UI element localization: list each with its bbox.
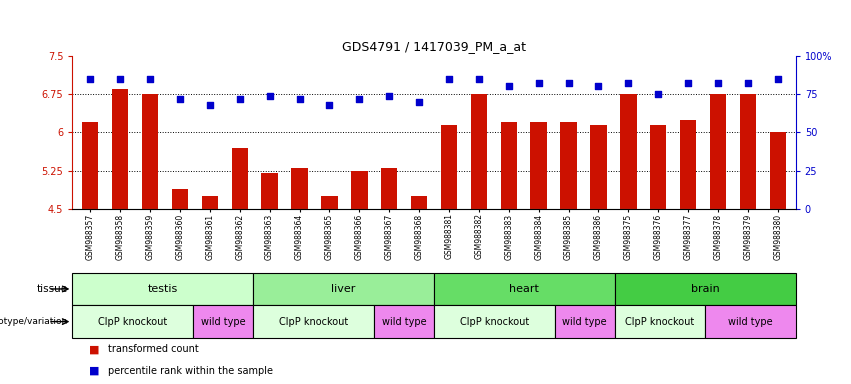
Point [472,76,486,82]
Text: wild type: wild type [201,316,245,327]
Bar [193,305,254,338]
Bar [614,273,796,305]
Bar [321,197,338,209]
Bar [705,305,796,338]
Text: heart: heart [510,284,540,294]
Bar [740,94,756,209]
Text: ClpP knockout: ClpP knockout [279,316,348,327]
Bar [261,174,277,209]
Bar [374,305,434,338]
Bar [231,148,248,209]
Title: GDS4791 / 1417039_PM_a_at: GDS4791 / 1417039_PM_a_at [342,40,526,53]
Point [143,76,157,82]
Text: percentile rank within the sample: percentile rank within the sample [108,366,273,376]
Bar [202,197,218,209]
Point [502,83,516,89]
Bar [112,89,129,209]
Text: transformed count: transformed count [108,344,199,354]
Text: ClpP knockout: ClpP knockout [98,316,168,327]
Point [83,76,97,82]
Point [562,80,575,86]
Bar [381,168,397,209]
Point [412,99,426,105]
Text: testis: testis [147,284,178,294]
Point [621,80,635,86]
Bar [172,189,188,209]
Point [203,102,217,108]
Bar [254,273,434,305]
Bar [254,305,374,338]
Point [293,96,306,102]
Text: liver: liver [331,284,356,294]
Bar [650,125,666,209]
Text: ClpP knockout: ClpP knockout [460,316,529,327]
Point [651,91,665,97]
Bar [680,120,696,209]
Point [591,83,605,89]
Bar [471,94,487,209]
Text: brain: brain [691,284,720,294]
Bar [411,197,427,209]
Text: ClpP knockout: ClpP knockout [625,316,694,327]
Bar [72,305,193,338]
Bar [591,125,607,209]
Text: tissue: tissue [37,284,68,294]
Point [233,96,247,102]
Point [352,96,366,102]
Bar [769,132,786,209]
Bar [434,273,614,305]
Point [382,93,396,99]
Bar [530,122,547,209]
Point [173,96,186,102]
Bar [441,125,457,209]
Bar [142,94,158,209]
Point [532,80,545,86]
Text: ■: ■ [89,366,100,376]
Text: genotype/variation: genotype/variation [0,317,68,326]
Text: wild type: wild type [381,316,426,327]
Point [263,93,277,99]
Point [711,80,725,86]
Point [323,102,336,108]
Bar [434,305,555,338]
Bar [555,305,614,338]
Text: wild type: wild type [563,316,607,327]
Bar [500,122,517,209]
Text: ■: ■ [89,344,100,354]
Bar [710,94,726,209]
Bar [614,305,705,338]
Bar [72,273,254,305]
Bar [620,94,637,209]
Text: wild type: wild type [728,316,773,327]
Point [741,80,755,86]
Bar [560,122,577,209]
Point [443,76,456,82]
Point [682,80,695,86]
Bar [291,168,308,209]
Point [771,76,785,82]
Point [113,76,127,82]
Bar [351,171,368,209]
Bar [82,122,99,209]
